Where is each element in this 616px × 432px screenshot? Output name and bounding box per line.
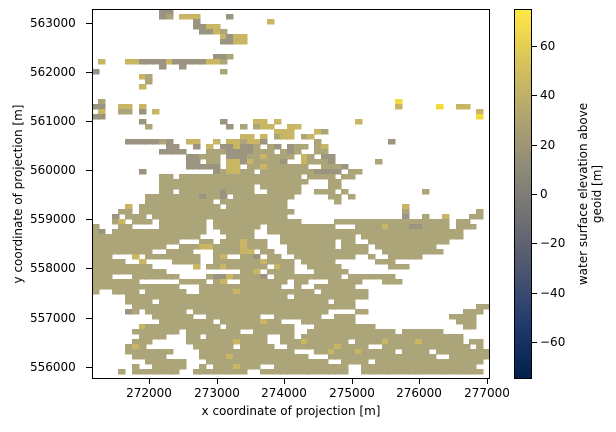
y-tick (86, 23, 92, 24)
colorbar (514, 9, 532, 379)
x-tick-label: 274000 (261, 386, 307, 400)
y-tick-label: 561000 (30, 114, 76, 128)
colorbar-label-line-1: water surface elevation above (576, 102, 590, 286)
x-tick (217, 379, 218, 384)
colorbar-tick-label: 20 (540, 138, 556, 152)
y-tick-label: 557000 (30, 311, 76, 325)
y-tick-label: 563000 (30, 16, 76, 30)
colorbar-tick (532, 95, 537, 96)
y-axis-label: y coordinate of projection [m] (11, 104, 25, 284)
x-tick-label: 273000 (194, 386, 240, 400)
colorbar-tick-label: −60 (540, 335, 566, 349)
colorbar-tick (532, 194, 537, 195)
y-tick (86, 268, 92, 269)
colorbar-tick-label: 40 (540, 88, 556, 102)
x-tick-label: 275000 (329, 386, 375, 400)
colorbar-tick (532, 145, 537, 146)
colorbar-tick-label: −20 (540, 236, 566, 250)
colorbar-tick-label: 60 (540, 39, 556, 53)
y-tick-label: 560000 (30, 163, 76, 177)
x-tick (419, 379, 420, 384)
y-tick-label: 558000 (30, 261, 76, 275)
y-tick (86, 219, 92, 220)
y-tick (86, 72, 92, 73)
y-tick-label: 562000 (30, 65, 76, 79)
y-tick (86, 121, 92, 122)
colorbar-tick (532, 243, 537, 244)
colorbar-tick-label: −40 (540, 286, 566, 300)
elevation-raster (92, 9, 490, 379)
y-tick (86, 367, 92, 368)
x-tick-label: 276000 (396, 386, 442, 400)
x-tick (487, 379, 488, 384)
x-axis-label: x coordinate of projection [m] (201, 404, 381, 418)
y-tick-label: 559000 (30, 212, 76, 226)
x-tick-label: 272000 (126, 386, 172, 400)
colorbar-tick (532, 293, 537, 294)
colorbar-tick-label: 0 (540, 187, 548, 201)
x-tick-label: 277000 (464, 386, 510, 400)
y-tick (86, 318, 92, 319)
colorbar-tick (532, 342, 537, 343)
colorbar-label-line-2: geoid [m] (590, 164, 604, 224)
y-tick (86, 170, 92, 171)
colorbar-tick (532, 46, 537, 47)
x-tick (284, 379, 285, 384)
y-tick-label: 556000 (30, 360, 76, 374)
colorbar-label: water surface elevation above geoid [m] (576, 103, 604, 285)
x-tick (149, 379, 150, 384)
x-tick (352, 379, 353, 384)
